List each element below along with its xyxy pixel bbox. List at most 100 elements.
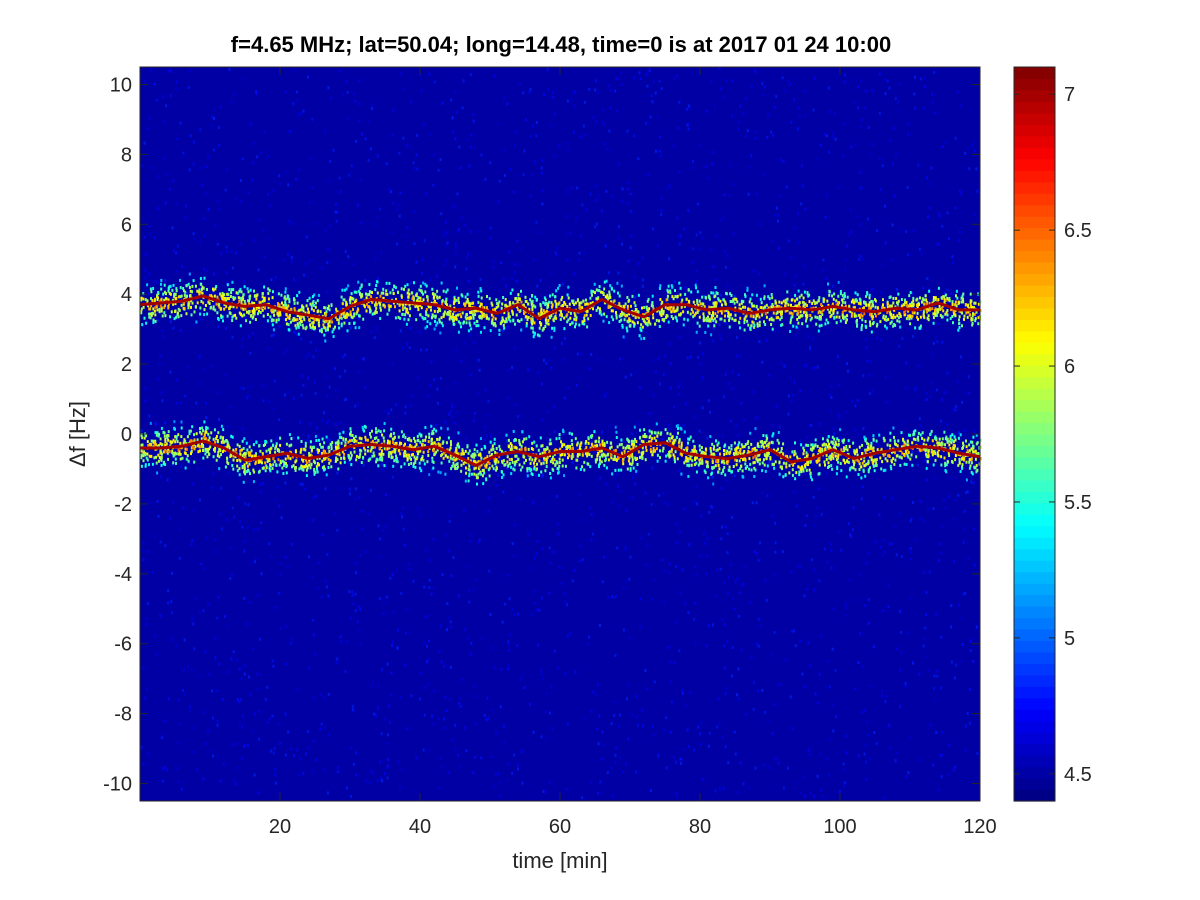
noise-speckle: [421, 466, 424, 470]
signal-speckle: [609, 284, 612, 288]
noise-speckle: [859, 124, 862, 128]
noise-speckle: [637, 157, 640, 161]
noise-speckle: [925, 613, 928, 616]
noise-speckle: [445, 628, 448, 632]
noise-speckle: [662, 372, 665, 376]
signal-speckle: [740, 301, 743, 305]
noise-speckle: [606, 771, 609, 775]
signal-speckle: [574, 325, 576, 329]
signal-speckle: [670, 315, 673, 318]
signal-speckle: [343, 288, 346, 292]
signal-speckle: [366, 293, 369, 297]
signal-speckle: [755, 305, 758, 309]
noise-speckle: [372, 680, 375, 684]
noise-speckle: [305, 752, 308, 756]
signal-speckle: [708, 295, 710, 299]
noise-speckle: [180, 464, 183, 468]
noise-speckle: [779, 682, 782, 686]
signal-speckle: [198, 293, 201, 297]
noise-speckle: [386, 733, 389, 737]
signal-speckle: [509, 319, 512, 323]
signal-speckle: [345, 300, 348, 304]
noise-speckle: [324, 579, 327, 583]
noise-speckle: [795, 504, 798, 508]
noise-speckle: [321, 533, 324, 537]
noise-speckle: [938, 242, 941, 246]
signal-speckle: [411, 297, 414, 301]
signal-speckle: [820, 323, 823, 327]
noise-speckle: [590, 709, 593, 713]
noise-speckle: [884, 92, 887, 96]
noise-speckle: [629, 209, 632, 213]
noise-speckle: [507, 762, 510, 766]
noise-speckle: [522, 173, 525, 177]
signal-speckle: [201, 285, 204, 289]
signal-speckle: [512, 318, 515, 322]
noise-speckle: [738, 300, 741, 304]
signal-speckle: [604, 301, 607, 305]
noise-speckle: [248, 394, 251, 398]
noise-speckle: [157, 207, 160, 210]
signal-speckle: [369, 309, 372, 313]
noise-speckle: [833, 313, 836, 317]
signal-speckle: [380, 291, 383, 295]
noise-speckle: [884, 550, 886, 554]
noise-speckle: [610, 195, 613, 199]
noise-speckle: [646, 84, 649, 88]
noise-speckle: [530, 135, 533, 139]
signal-speckle: [501, 316, 504, 320]
signal-speckle: [805, 311, 808, 315]
signal-speckle: [613, 289, 616, 293]
noise-speckle: [159, 354, 162, 358]
noise-speckle: [183, 668, 185, 672]
signal-speckle: [876, 307, 879, 311]
signal-speckle: [590, 291, 593, 295]
signal-speckle: [818, 317, 821, 321]
signal-speckle: [733, 297, 736, 301]
signal-speckle: [374, 303, 376, 307]
noise-speckle: [609, 106, 612, 110]
noise-speckle: [290, 259, 293, 263]
noise-speckle: [965, 491, 968, 495]
noise-speckle: [429, 132, 432, 136]
noise-speckle: [781, 550, 784, 553]
noise-speckle: [617, 236, 620, 240]
signal-speckle: [755, 314, 758, 318]
signal-speckle: [221, 296, 224, 300]
signal-speckle: [796, 309, 799, 313]
noise-speckle: [971, 144, 974, 148]
signal-speckle: [597, 296, 600, 300]
noise-speckle: [678, 649, 681, 653]
noise-speckle: [264, 130, 267, 134]
signal-speckle: [440, 316, 443, 320]
noise-speckle: [637, 262, 640, 266]
noise-speckle: [499, 781, 502, 785]
noise-speckle: [744, 565, 747, 569]
noise-speckle: [959, 617, 961, 621]
noise-speckle: [803, 364, 806, 368]
signal-speckle: [351, 296, 354, 300]
signal-speckle: [566, 313, 569, 317]
signal-speckle: [144, 298, 147, 302]
noise-speckle: [798, 115, 801, 119]
noise-speckle: [878, 157, 881, 161]
noise-speckle: [525, 118, 528, 122]
noise-speckle: [427, 682, 430, 686]
signal-speckle: [424, 317, 427, 320]
signal-speckle: [512, 301, 515, 305]
noise-speckle: [741, 319, 744, 323]
noise-speckle: [502, 329, 505, 333]
signal-speckle: [932, 296, 935, 299]
signal-speckle: [169, 315, 172, 319]
signal-speckle: [277, 302, 279, 306]
noise-speckle: [511, 366, 513, 369]
signal-speckle: [581, 306, 584, 310]
signal-speckle: [903, 313, 906, 317]
noise-speckle: [778, 425, 781, 429]
noise-speckle: [958, 230, 961, 234]
noise-speckle: [754, 766, 757, 770]
signal-speckle: [770, 305, 773, 309]
signal-speckle: [590, 289, 593, 293]
noise-speckle: [164, 278, 167, 282]
signal-speckle: [426, 320, 429, 324]
